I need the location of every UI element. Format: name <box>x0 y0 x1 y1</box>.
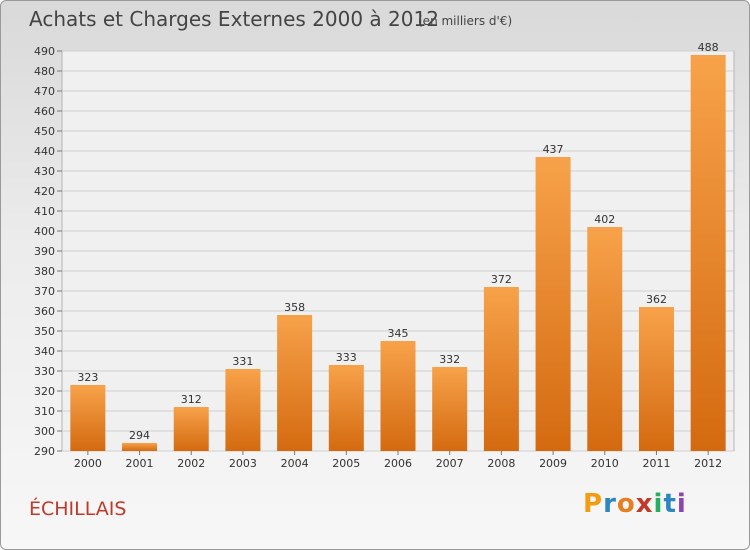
location-label: ÉCHILLAIS <box>29 498 127 520</box>
x-tick-label: 2008 <box>487 457 515 470</box>
brand-letter: t <box>663 489 677 519</box>
y-tick-label: 440 <box>34 145 55 158</box>
brand-letter: i <box>653 489 664 519</box>
bar-value-label: 345 <box>388 327 409 340</box>
y-tick-label: 320 <box>34 385 55 398</box>
y-tick-label: 330 <box>34 365 55 378</box>
y-tick-label: 390 <box>34 245 55 258</box>
bar-value-label: 333 <box>336 351 357 364</box>
x-tick-label: 2005 <box>332 457 360 470</box>
bar <box>225 369 261 451</box>
chart-title: Achats et Charges Externes 2000 à 2012 <box>29 7 439 31</box>
bar <box>535 157 571 451</box>
y-tick-label: 460 <box>34 105 55 118</box>
bar <box>328 365 364 451</box>
x-tick-label: 2002 <box>177 457 205 470</box>
brand-logo: Proxiti <box>583 489 687 519</box>
x-tick-label: 2006 <box>384 457 412 470</box>
bar <box>173 407 209 451</box>
bar-value-label: 331 <box>232 355 253 368</box>
x-tick-label: 2009 <box>539 457 567 470</box>
y-tick-label: 450 <box>34 125 55 138</box>
brand-letter: r <box>603 489 617 519</box>
bars: 323 294 312 331 358 333 345 332 372 437 402 362 488 <box>70 41 726 451</box>
y-tick-label: 290 <box>34 445 55 458</box>
brand-letter: x <box>635 489 654 519</box>
y-tick-label: 340 <box>34 345 55 358</box>
bar <box>690 55 726 451</box>
x-tick-label: 2004 <box>281 457 309 470</box>
bar <box>70 385 106 451</box>
bar-value-label: 402 <box>594 213 615 226</box>
y-tick-label: 410 <box>34 205 55 218</box>
y-tick-label: 360 <box>34 305 55 318</box>
y-tick-label: 310 <box>34 405 55 418</box>
y-tick-label: 490 <box>34 45 55 58</box>
bar <box>277 315 313 451</box>
bar <box>432 367 468 451</box>
bar-value-label: 437 <box>543 143 564 156</box>
x-tick-label: 2003 <box>229 457 257 470</box>
x-tick-label: 2010 <box>591 457 619 470</box>
y-tick-label: 400 <box>34 225 55 238</box>
y-tick-label: 300 <box>34 425 55 438</box>
bar-value-label: 332 <box>439 353 460 366</box>
brand-letter: P <box>583 489 604 519</box>
bar-value-label: 323 <box>77 371 98 384</box>
bar <box>483 287 519 451</box>
y-tick-label: 370 <box>34 285 55 298</box>
y-tick-label: 380 <box>34 265 55 278</box>
x-axis: 2000 2001 2002 2003 2004 2005 2006 2007 2008 2009… <box>74 451 722 470</box>
y-tick-label: 420 <box>34 185 55 198</box>
chart-unit: (en milliers d'€) <box>418 14 513 28</box>
bar <box>380 341 416 451</box>
y-tick-label: 480 <box>34 65 55 78</box>
bar <box>638 307 674 451</box>
bar-value-label: 294 <box>129 429 150 442</box>
y-tick-label: 350 <box>34 325 55 338</box>
bar <box>122 443 158 451</box>
bar <box>587 227 623 451</box>
y-tick-label: 470 <box>34 85 55 98</box>
bar-value-label: 358 <box>284 301 305 314</box>
x-tick-label: 2007 <box>436 457 464 470</box>
bar-value-label: 362 <box>646 293 667 306</box>
bar-value-label: 312 <box>181 393 202 406</box>
y-axis: 290 300 310 320 330 340 350 360 370 380 390 400 410 4… <box>34 45 62 458</box>
brand-letter: i <box>676 489 687 519</box>
x-tick-label: 2001 <box>126 457 154 470</box>
x-tick-label: 2011 <box>642 457 670 470</box>
bar-value-label: 488 <box>698 41 719 54</box>
y-tick-label: 430 <box>34 165 55 178</box>
bar-value-label: 372 <box>491 273 512 286</box>
brand-letter: o <box>616 489 636 519</box>
x-tick-label: 2000 <box>74 457 102 470</box>
x-tick-label: 2012 <box>694 457 722 470</box>
